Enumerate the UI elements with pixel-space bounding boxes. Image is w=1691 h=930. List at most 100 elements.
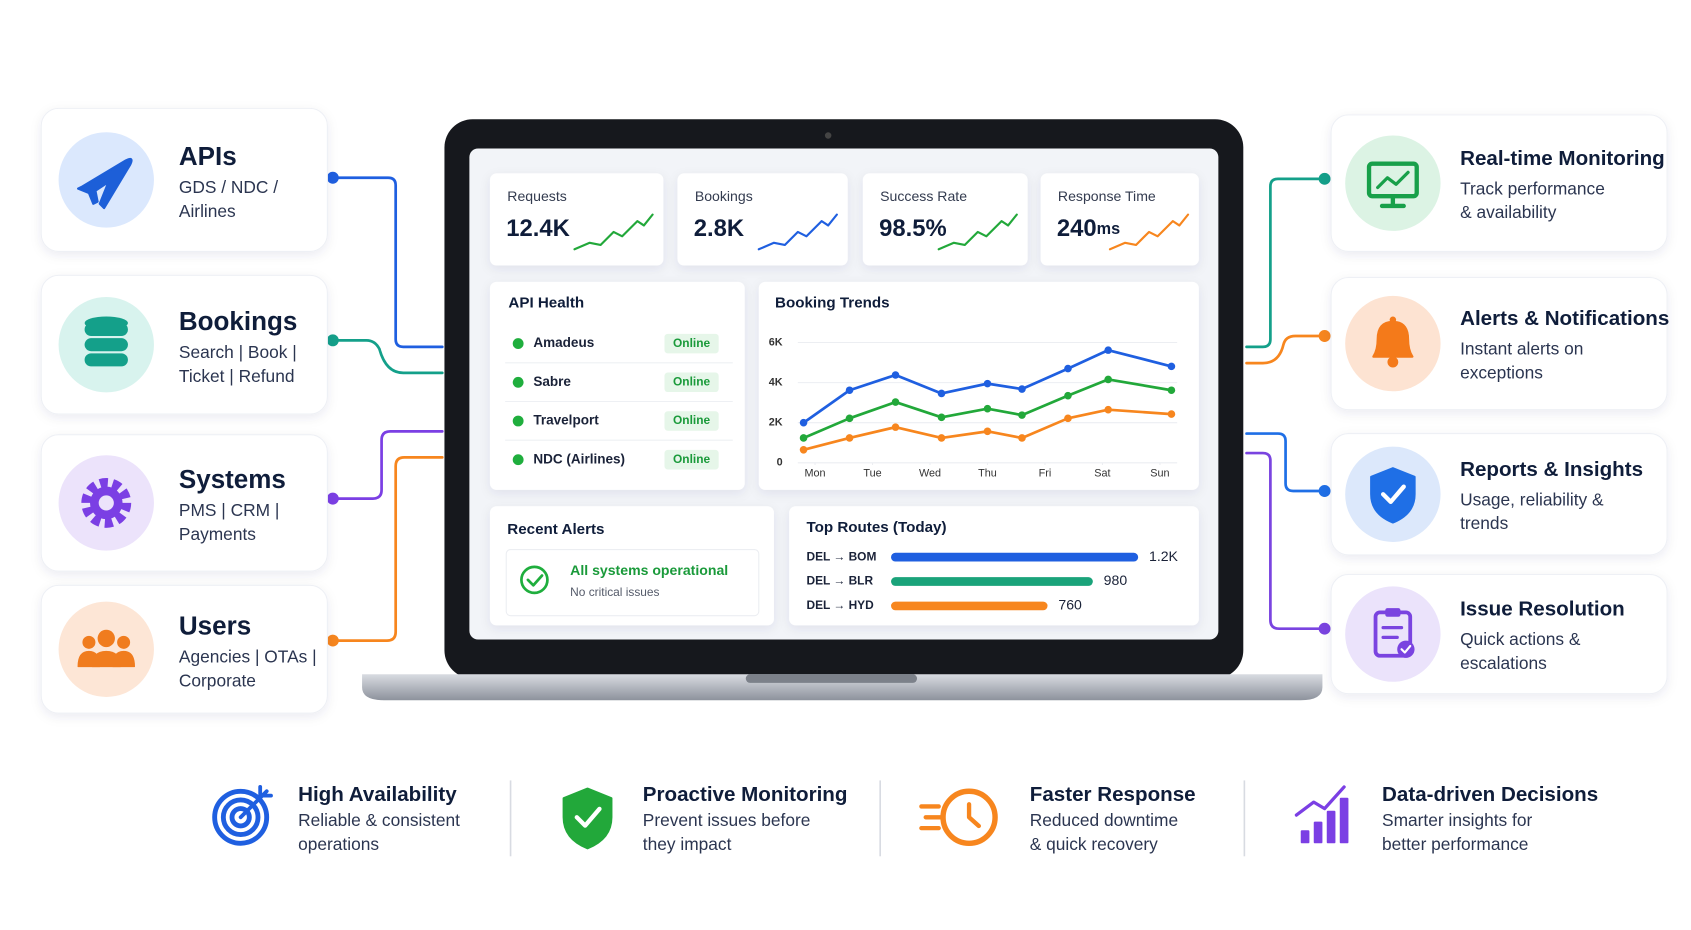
route-value: 760 [1058, 597, 1082, 613]
icon-part [84, 353, 128, 367]
connector-dot [1318, 485, 1331, 497]
connector-dot [1318, 172, 1331, 185]
status-badge [664, 449, 719, 470]
connector-dot [1318, 330, 1331, 342]
icon-part [84, 338, 128, 352]
icon-part [98, 495, 114, 511]
connector [1245, 432, 1326, 493]
icon-part [77, 157, 133, 210]
icon-part [91, 650, 121, 668]
feature-text: better performance [1382, 834, 1528, 854]
kpi-card [677, 173, 848, 266]
trend-point [1104, 405, 1112, 414]
alert-icon [520, 565, 549, 595]
kpi-unit: ms [1097, 220, 1120, 238]
panel-title: Top Routes (Today) [806, 519, 946, 536]
alert-icon [526, 574, 544, 587]
kpi-card [862, 173, 1028, 266]
card-title: Bookings [179, 306, 297, 336]
trend-point [937, 389, 946, 398]
icon-part [82, 635, 96, 649]
connector-dot [326, 634, 339, 647]
top-routes-panel [789, 506, 1199, 626]
feature-text: & quick recovery [1030, 834, 1158, 854]
card-text: Corporate [179, 670, 256, 690]
kpi-card [1040, 173, 1199, 266]
icon-part [1313, 821, 1323, 844]
card-text: trends [1460, 513, 1508, 533]
kpi-label: Bookings [695, 188, 753, 204]
status-label: Online [673, 336, 710, 350]
card-title: Issue Resolution [1460, 598, 1625, 621]
x-tick-label: Thu [978, 468, 997, 480]
feature-text: Smarter insights for [1382, 810, 1532, 830]
feature-text: operations [298, 834, 379, 854]
card-text: Payments [179, 524, 256, 544]
connector [331, 456, 444, 642]
trend-point [845, 414, 854, 423]
trend-point [1018, 411, 1026, 419]
x-tick-label: Wed [919, 468, 941, 480]
card-title: Reports & Insights [1460, 458, 1643, 481]
laptop-base [362, 674, 1323, 701]
icon-part [1376, 170, 1410, 190]
kpi-value: 12.4K [506, 215, 570, 242]
kpi-value: 2.8K [694, 215, 744, 242]
card-text: Instant alerts on [1460, 339, 1583, 359]
api-name: Travelport [533, 413, 599, 428]
icon-part [81, 478, 132, 528]
connector-dot [326, 334, 339, 347]
trend-point [891, 398, 900, 406]
kpi-label: Requests [507, 188, 566, 204]
x-tick-label: Sat [1094, 468, 1110, 480]
feature-title: Faster Response [1030, 783, 1196, 806]
icon-part [1385, 608, 1401, 617]
trend-point [983, 427, 992, 436]
trend-point [937, 413, 946, 422]
api-name: Amadeus [533, 335, 594, 350]
status-label: Online [673, 452, 710, 466]
trend-point [983, 404, 992, 413]
route-bar [891, 552, 1139, 562]
icon-part [220, 797, 261, 838]
card-text: Agencies | OTAs | [179, 647, 317, 667]
y-tick-label: 4K [769, 376, 783, 388]
sparkline [937, 213, 1018, 251]
icon-part [1381, 625, 1404, 639]
icon-part [1400, 644, 1412, 654]
icon-part [97, 629, 115, 648]
icon-part [229, 806, 252, 829]
trend-point [891, 371, 900, 379]
trend-point [1104, 346, 1112, 354]
route-label: DEL → BOM [806, 549, 876, 563]
card-text: exceptions [1460, 363, 1543, 383]
panel-title: Booking Trends [775, 294, 890, 311]
icon-part [1387, 356, 1399, 368]
sparkline [1108, 213, 1190, 251]
icon-part [1326, 810, 1336, 844]
status-dot [512, 338, 524, 350]
card-text: Airlines [179, 201, 236, 221]
icon-part [919, 804, 944, 831]
feature-text: they impact [643, 834, 732, 854]
connector-dot [326, 492, 339, 505]
icon-part [1300, 830, 1310, 844]
status-dot [512, 454, 524, 466]
feature-title: High Availability [298, 783, 457, 806]
icon-part [1294, 785, 1346, 817]
x-tick-label: Sun [1150, 468, 1169, 480]
icon-part [84, 316, 128, 330]
feature-title: Data-driven Decisions [1382, 783, 1598, 806]
icon-part [1370, 467, 1416, 524]
connector [331, 176, 444, 349]
card-text: Usage, reliability & [1460, 489, 1604, 509]
x-tick-label: Tue [863, 468, 881, 480]
trend-point [1167, 410, 1176, 418]
icon-part [966, 802, 981, 829]
icon-part [1380, 484, 1406, 505]
card-text: Ticket | Refund [179, 366, 295, 386]
y-tick-label: 0 [777, 457, 783, 469]
trend-point [799, 434, 808, 442]
